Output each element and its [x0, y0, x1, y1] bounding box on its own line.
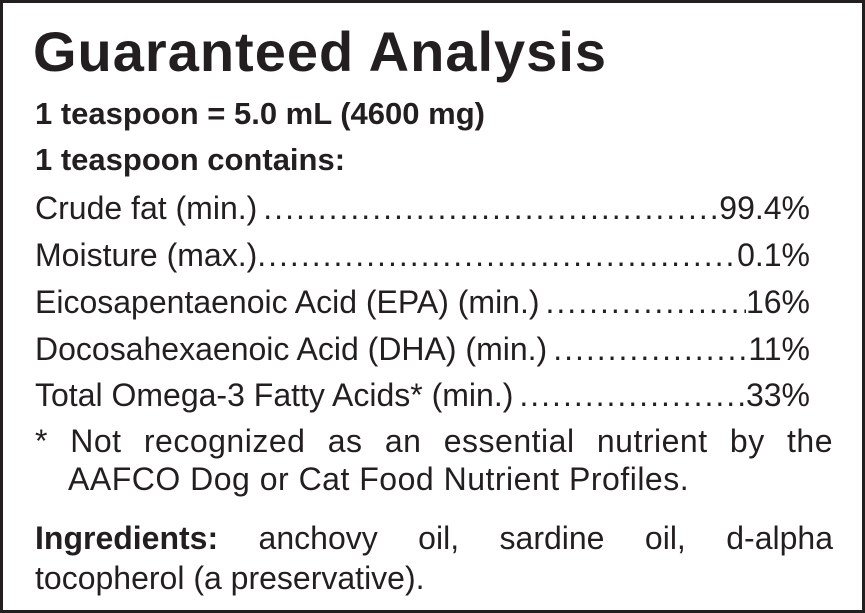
row-value: 33%: [745, 377, 810, 413]
row-value: 16%: [745, 284, 810, 320]
ingredients: Ingredients: anchovy oil, sardine oil, d…: [35, 518, 833, 598]
page-title: Guaranteed Analysis: [33, 20, 608, 83]
dot-leader: [519, 375, 746, 415]
dot-leader: [546, 282, 746, 322]
analysis-row-crude-fat: Crude fat (min.) 99.4%: [35, 188, 810, 228]
row-label: Moisture (max.): [35, 237, 258, 273]
footnote: * Not recognized as an essential nutrien…: [35, 422, 833, 498]
row-label: Total Omega-3 Fatty Acids* (min.): [35, 377, 514, 413]
row-value: 99.4%: [719, 190, 810, 226]
dot-leader: [257, 235, 737, 275]
row-value: 0.1%: [737, 237, 810, 273]
footnote-line-1: * Not recognized as an essential nutrien…: [35, 423, 833, 459]
row-label: Docosahexaenoic Acid (DHA) (min.): [35, 331, 548, 367]
ingredients-text: anchovy oil, sardine oil, d-alpha tocoph…: [35, 520, 833, 596]
row-label: Crude fat (min.): [35, 190, 258, 226]
row-value: 11%: [748, 331, 810, 367]
serving-size: 1 teaspoon = 5.0 mL (4600 mg): [35, 96, 485, 131]
footnote-line-2: AAFCO Dog or Cat Food Nutrient Profiles.: [68, 461, 690, 497]
dot-leader: [553, 329, 748, 369]
analysis-row-moisture: Moisture (max.) 0.1%: [35, 235, 810, 275]
ingredients-label: Ingredients:: [35, 520, 219, 556]
analysis-row-dha: Docosahexaenoic Acid (DHA) (min.) 11%: [35, 329, 810, 369]
contains-heading: 1 teaspoon contains:: [35, 142, 346, 177]
analysis-row-epa: Eicosapentaenoic Acid (EPA) (min.) 16%: [35, 282, 810, 322]
dot-leader: [263, 188, 719, 228]
analysis-row-omega3: Total Omega-3 Fatty Acids* (min.) 33%: [35, 375, 810, 415]
row-label: Eicosapentaenoic Acid (EPA) (min.): [35, 284, 540, 320]
